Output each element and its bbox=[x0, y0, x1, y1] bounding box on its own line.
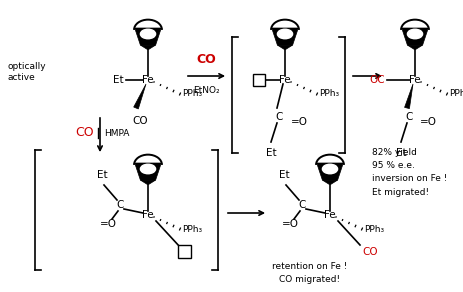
Text: CO: CO bbox=[197, 53, 216, 66]
Bar bbox=[178, 245, 191, 258]
Text: PPh₃: PPh₃ bbox=[449, 90, 463, 98]
Text: retention on Fe !
CO migrated!: retention on Fe ! CO migrated! bbox=[272, 262, 348, 284]
Ellipse shape bbox=[277, 29, 293, 39]
Polygon shape bbox=[402, 28, 428, 45]
Text: Et: Et bbox=[266, 148, 276, 158]
Text: PPh₃: PPh₃ bbox=[182, 90, 202, 98]
Text: PPh₃: PPh₃ bbox=[182, 225, 202, 234]
Polygon shape bbox=[272, 28, 298, 45]
Text: 82% yield
95 % e.e.
inversion on Fe !
Et migrated!: 82% yield 95 % e.e. inversion on Fe ! Et… bbox=[372, 148, 447, 197]
Text: C: C bbox=[405, 112, 413, 122]
Text: CO: CO bbox=[362, 247, 378, 257]
Text: Et: Et bbox=[113, 75, 124, 85]
Text: Et: Et bbox=[97, 170, 107, 180]
Text: PPh₃: PPh₃ bbox=[319, 90, 339, 98]
Text: C: C bbox=[275, 112, 283, 122]
Text: PPh₃: PPh₃ bbox=[364, 225, 384, 234]
Text: CO: CO bbox=[75, 126, 94, 140]
Text: Fe: Fe bbox=[324, 210, 336, 220]
Text: HMPA: HMPA bbox=[104, 128, 129, 138]
Polygon shape bbox=[407, 45, 423, 50]
Text: =O: =O bbox=[420, 117, 437, 127]
Text: C: C bbox=[298, 200, 306, 210]
Text: Et: Et bbox=[279, 170, 289, 180]
Bar bbox=[253, 74, 265, 86]
Text: Fe: Fe bbox=[142, 210, 154, 220]
Polygon shape bbox=[135, 28, 161, 45]
Polygon shape bbox=[405, 84, 413, 109]
Text: optically
active: optically active bbox=[8, 62, 47, 82]
Text: =O: =O bbox=[100, 219, 117, 229]
Ellipse shape bbox=[322, 164, 338, 174]
Text: C: C bbox=[116, 200, 124, 210]
Polygon shape bbox=[140, 45, 156, 50]
Ellipse shape bbox=[407, 29, 423, 39]
Polygon shape bbox=[140, 180, 156, 185]
Polygon shape bbox=[134, 84, 146, 109]
Text: Fe: Fe bbox=[409, 75, 421, 85]
Ellipse shape bbox=[140, 29, 156, 39]
Polygon shape bbox=[322, 180, 338, 185]
Polygon shape bbox=[277, 45, 293, 50]
Text: Fe: Fe bbox=[142, 75, 154, 85]
Polygon shape bbox=[135, 163, 161, 180]
Text: =O: =O bbox=[291, 117, 308, 127]
Text: EtNO₂: EtNO₂ bbox=[193, 86, 220, 95]
Text: Et: Et bbox=[396, 148, 407, 158]
Text: Fe: Fe bbox=[279, 75, 291, 85]
Ellipse shape bbox=[140, 164, 156, 174]
Text: =O: =O bbox=[282, 219, 299, 229]
Text: OC: OC bbox=[369, 75, 385, 85]
Text: CO: CO bbox=[132, 116, 148, 126]
Polygon shape bbox=[317, 163, 343, 180]
